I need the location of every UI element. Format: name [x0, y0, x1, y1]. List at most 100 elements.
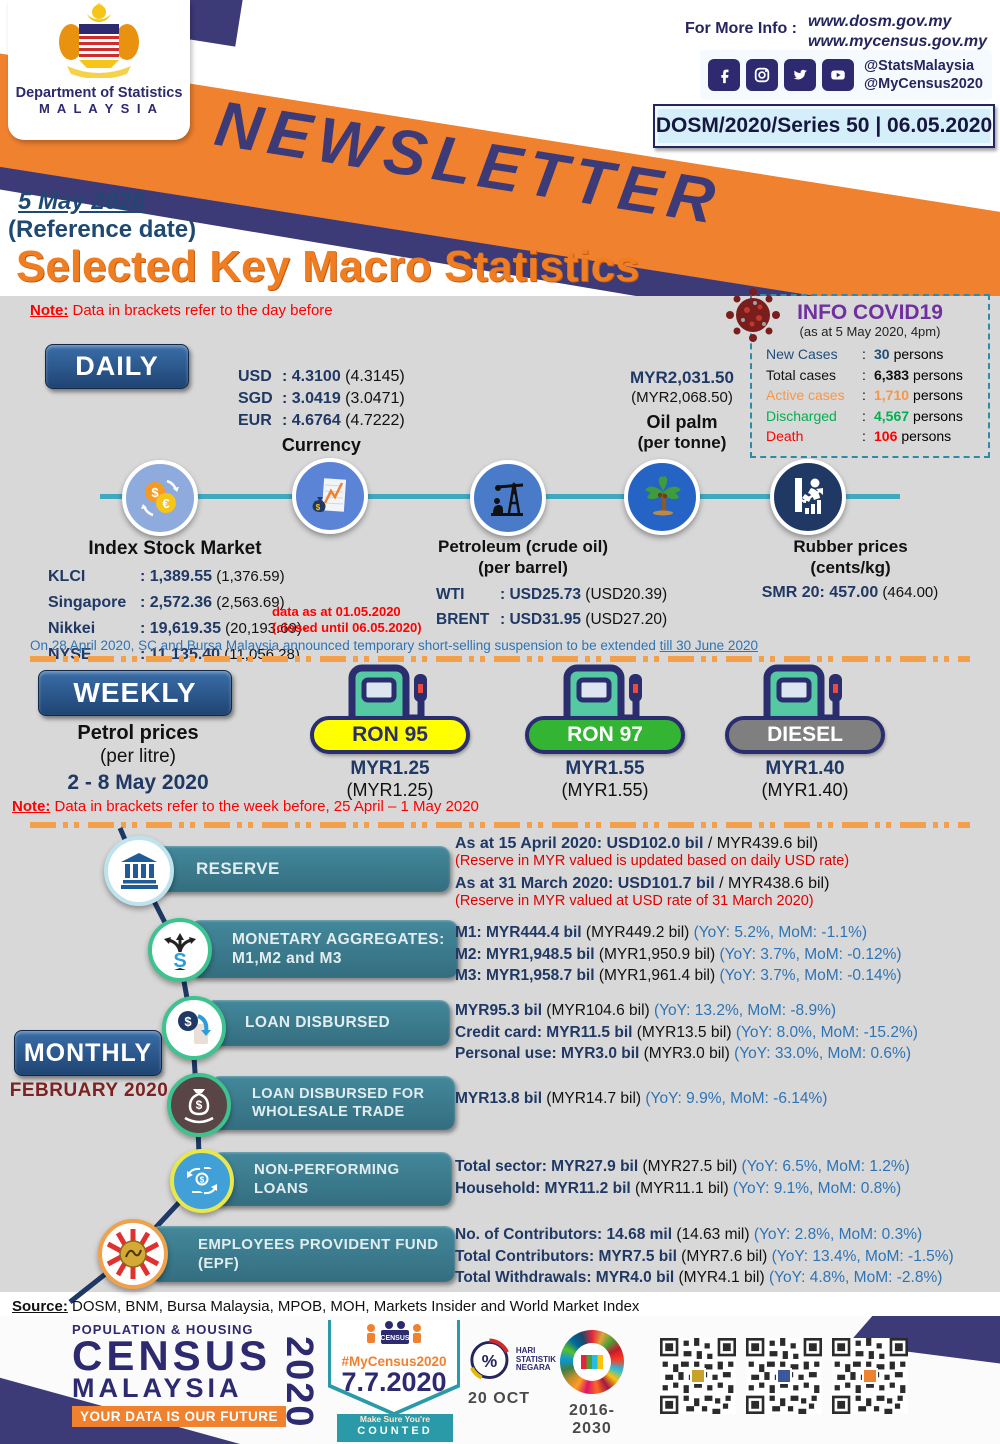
petroleum-icon: [470, 460, 546, 536]
bank-icon: [104, 836, 174, 906]
nikkei-note: data as at 01.05.2020 (closed until 06.0…: [272, 604, 422, 635]
social-bar: @StatsMalaysia @MyCensus2020: [700, 50, 992, 100]
currency-usd: USD: 4.3100 (4.3145): [238, 368, 405, 385]
epf-data: No. of Contributors: 14.68 mil (14.63 mi…: [455, 1226, 954, 1286]
svg-text:$: $: [184, 1014, 192, 1029]
ron97-prev-price: (MYR1.55): [561, 780, 649, 800]
petroleum-title: Petroleum (crude oil) (per barrel): [437, 537, 609, 577]
daily-note-label: Note:: [30, 302, 69, 319]
instagram-icon[interactable]: [746, 59, 778, 91]
dept-name: Department of Statistics: [15, 85, 183, 101]
currency-exchange-icon: $ €: [122, 460, 198, 536]
reserve-data: As at 15 April 2020: USD102.0 bil / MYR4…: [455, 835, 850, 909]
covid-subtitle: (as at 5 May 2020, 4pm): [799, 324, 941, 339]
page-title: Selected Key Macro Statistics: [16, 242, 640, 291]
covid-info-box: INFO COVID19 (as at 5 May 2020, 4pm) New…: [750, 294, 990, 458]
svg-text:$: $: [196, 1098, 203, 1112]
rubber-tapping-icon: [770, 459, 846, 535]
stock-market-title: Index Stock Market: [88, 538, 262, 559]
epf-logo-icon: [98, 1219, 168, 1289]
oil-palm-prev: (MYR2,068.50): [631, 389, 733, 406]
weekly-note: Note: Data in brackets refer to the week…: [12, 798, 479, 815]
npl-pill: NON-PERFORMING LOANS: [212, 1152, 452, 1206]
qr-code-facebook: [746, 1338, 822, 1414]
suspension-link[interactable]: till 30 June 2020: [659, 638, 758, 653]
census-year: 2020: [278, 1336, 320, 1429]
svg-text:$: $: [200, 1176, 205, 1185]
petrol-prices-unit: (per litre): [99, 746, 176, 767]
covid-title: INFO COVID19: [797, 301, 943, 324]
loan-wholesale-data: MYR13.8 bil (MYR14.7 bil) (YoY: 9.9%, Mo…: [455, 1090, 828, 1107]
monthly-period: FEBRUARY 2020: [9, 1080, 169, 1101]
currency-sgd: SGD: 3.0419 (3.0471): [238, 390, 405, 407]
facebook-icon[interactable]: [708, 59, 740, 91]
stock-row-klci: KLCI: 1,389.55 (1,376.59): [48, 568, 285, 585]
counted-box: Make Sure You're COUNTED: [337, 1414, 453, 1442]
petroleum-row-brent: BRENT: USD31.95 (USD27.20): [436, 611, 668, 628]
reserve-pill: RESERVE: [150, 846, 450, 892]
daily-note-text: Data in brackets refer to the day before: [68, 302, 333, 319]
malaysia-coat-of-arms-icon: [59, 2, 139, 79]
percent-logo-icon: %: [470, 1338, 509, 1380]
handle-statsmalaysia[interactable]: @StatsMalaysia: [864, 58, 975, 74]
census-hashtag: #MyCensus2020: [341, 1354, 447, 1369]
currency-block: USD: 4.3100 (4.3145) SGD: 3.0419 (3.0471…: [238, 366, 405, 456]
statistics-day-date: 20 OCT: [468, 1390, 531, 1407]
petrol-prices-title: Petrol prices: [77, 722, 199, 744]
diesel-price: MYR1.40: [765, 758, 845, 779]
youtube-icon[interactable]: [822, 59, 854, 91]
handle-mycensus[interactable]: @MyCensus2020: [864, 76, 983, 92]
dosm-url-link[interactable]: www.dosm.gov.my: [808, 13, 952, 30]
covid-row-total-cases: Total cases:6,383 persons: [766, 366, 963, 383]
stock-row-nikkei: Nikkei: 19,619.35 (20,193.69)-: [48, 620, 307, 637]
census-date: 7.7.2020: [341, 1367, 447, 1397]
svg-text:%: %: [482, 1351, 498, 1371]
header: NEWSLETTER Department of Statistics M A …: [0, 0, 1000, 296]
petroleum-rows: WTI: USD25.73 (USD20.39) BRENT: USD31.95…: [436, 582, 667, 632]
twitter-icon[interactable]: [784, 59, 816, 91]
reference-date-label: (Reference date): [8, 216, 197, 243]
covid-row-discharged: Discharged:4,567 persons: [766, 407, 963, 424]
reference-date: 5 May 2020: [18, 188, 145, 215]
separator-weekly-monthly: [30, 822, 970, 828]
mycensus-url-link[interactable]: www.mycensus.gov.my: [808, 33, 988, 50]
rubber-title: Rubber prices (cents/kg): [793, 537, 908, 577]
hands-coin-icon: $: [170, 1149, 234, 1213]
ron95-prev-price: (MYR1.25): [346, 780, 434, 800]
dosm-logo-card: Department of Statistics M A L A Y S I A: [8, 0, 190, 140]
stock-row-singapore: Singapore: 2,572.36 (2,563.69): [48, 594, 285, 611]
svg-text:S: S: [173, 950, 186, 970]
loan-disbursed-pill: LOAN DISBURSED: [205, 1000, 450, 1046]
weekly-section-button: WEEKLY: [38, 670, 232, 716]
virus-icon: [726, 288, 780, 342]
covid-row-death: Death:106 persons: [766, 428, 952, 444]
loan-disbursed-icon: $: [162, 996, 226, 1060]
loan-wholesale-pill: LOAN DISBURSED FOR WHOLESALE TRADE: [210, 1076, 455, 1130]
suspension-note: On 28 April 2020, SC and Bursa Malaysia …: [30, 638, 758, 653]
ron95-price: MYR1.25: [350, 758, 430, 779]
money-bag-hand-icon: $: [167, 1073, 231, 1137]
diesel-pill: DIESEL: [725, 716, 885, 754]
sdg-years: 2016-2030: [569, 1402, 615, 1437]
npl-data: Total sector: MYR27.9 bil (MYR27.5 bil) …: [455, 1158, 910, 1197]
monthly-section-button: MONTHLY: [14, 1030, 162, 1076]
epf-pill: EMPLOYEES PROVIDENT FUND (EPF): [150, 1226, 455, 1282]
petroleum-row-wti: WTI: USD25.73 (USD20.39): [436, 586, 668, 603]
petrol-prices-period: 2 - 8 May 2020: [67, 771, 209, 794]
covid-row-active-cases: Active cases:1,710 persons: [766, 387, 963, 403]
census-tagline: YOUR DATA IS OUR FUTURE: [72, 1406, 286, 1427]
dept-country: M A L A Y S I A: [38, 101, 160, 116]
more-info-label: For More Info :: [685, 20, 797, 37]
currency-eur: EUR: 4.6764 (4.7222): [238, 412, 405, 429]
stock-chart-icon: $: [292, 458, 368, 534]
loan-disbursed-data: MYR95.3 bil (MYR104.6 bil) (YoY: 13.2%, …: [455, 1002, 918, 1062]
sdg-wheel-center: [573, 1343, 611, 1381]
monetary-aggregates-pill: MONETARY AGGREGATES: M1,M2 and M3: [190, 920, 458, 978]
covid-row-new-cases: New Cases:30 persons: [766, 346, 944, 362]
source-line: Source: DOSM, BNM, Bursa Malaysia, MPOB,…: [12, 1298, 640, 1315]
money-supply-icon: S: [148, 918, 212, 982]
oil-palm-icon: [624, 459, 700, 535]
svg-text:$: $: [151, 485, 159, 500]
census-figures-icon: CENSUS: [367, 1321, 421, 1344]
svg-text:$: $: [316, 503, 321, 512]
